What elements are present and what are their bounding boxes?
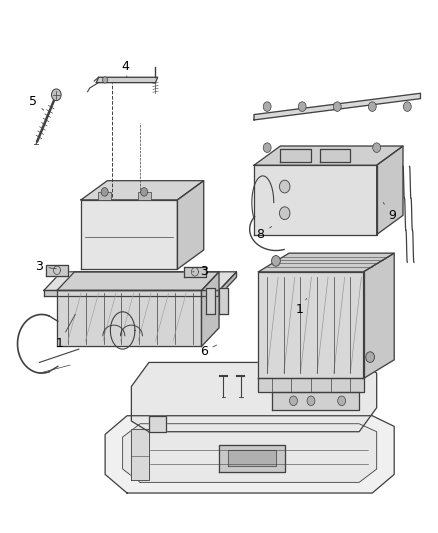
Polygon shape (201, 272, 219, 346)
Polygon shape (228, 450, 276, 466)
Polygon shape (131, 429, 149, 480)
Polygon shape (258, 253, 394, 272)
Circle shape (373, 143, 381, 152)
Polygon shape (123, 424, 377, 482)
Polygon shape (96, 77, 158, 83)
Polygon shape (280, 149, 311, 162)
Polygon shape (254, 93, 420, 120)
Polygon shape (377, 146, 403, 235)
Polygon shape (149, 416, 166, 432)
Circle shape (307, 396, 315, 406)
Circle shape (298, 102, 306, 111)
Polygon shape (57, 290, 201, 346)
Polygon shape (46, 265, 68, 276)
Polygon shape (254, 165, 377, 235)
Polygon shape (254, 146, 403, 165)
Text: 4: 4 (121, 60, 129, 77)
Text: 8: 8 (257, 227, 272, 241)
Text: 3: 3 (35, 260, 57, 273)
Polygon shape (44, 290, 219, 296)
Polygon shape (206, 288, 215, 314)
Polygon shape (258, 378, 364, 392)
Text: 9: 9 (383, 203, 396, 222)
Circle shape (368, 102, 376, 111)
Polygon shape (219, 272, 237, 296)
Bar (138, 192, 151, 200)
Polygon shape (364, 253, 394, 378)
Circle shape (101, 188, 108, 196)
Text: 1: 1 (55, 314, 75, 350)
Circle shape (263, 143, 271, 152)
Circle shape (279, 207, 290, 220)
Polygon shape (184, 266, 206, 277)
Text: 5: 5 (29, 95, 44, 110)
Circle shape (141, 188, 148, 196)
Polygon shape (105, 416, 394, 493)
Circle shape (52, 89, 61, 101)
Text: 1: 1 (296, 298, 307, 316)
Polygon shape (219, 445, 285, 472)
Polygon shape (131, 362, 377, 432)
Polygon shape (81, 181, 204, 200)
Circle shape (366, 352, 374, 362)
Text: 6: 6 (200, 345, 216, 358)
Polygon shape (57, 272, 219, 290)
Circle shape (333, 102, 341, 111)
Polygon shape (219, 288, 228, 314)
Circle shape (102, 77, 108, 83)
Circle shape (338, 396, 346, 406)
Polygon shape (320, 149, 350, 162)
Polygon shape (177, 181, 204, 269)
Circle shape (403, 102, 411, 111)
Circle shape (263, 102, 271, 111)
Bar (98, 192, 111, 200)
Text: 3: 3 (193, 265, 208, 278)
Circle shape (272, 256, 280, 266)
Polygon shape (81, 200, 177, 269)
Polygon shape (258, 272, 364, 378)
Circle shape (279, 180, 290, 193)
Polygon shape (272, 392, 359, 410)
Circle shape (290, 396, 297, 406)
Polygon shape (44, 272, 237, 290)
